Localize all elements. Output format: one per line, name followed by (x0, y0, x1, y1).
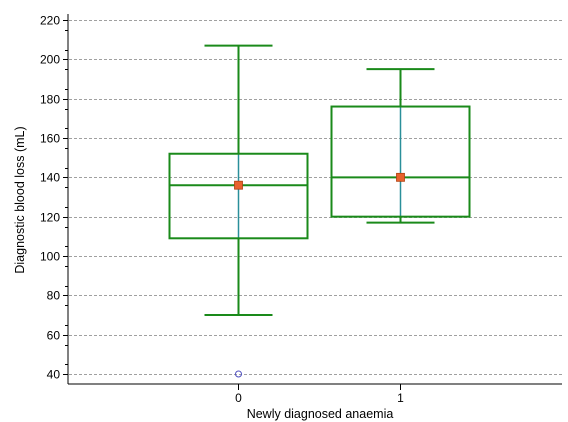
y-axis-title: Diagnostic blood loss (mL) (13, 126, 27, 273)
x-tick-label: 1 (397, 391, 404, 405)
y-axis-ticks: 40 60 80 100 120 140 160 180 200 220 (40, 14, 68, 382)
y-tick-label: 200 (40, 53, 60, 67)
y-tick-label: 160 (40, 132, 60, 146)
y-tick-label: 60 (47, 329, 61, 343)
iqr-box (168, 152, 309, 240)
axes (67, 14, 562, 385)
mean-marker (396, 172, 405, 182)
y-tick-label: 180 (40, 93, 60, 107)
box-group-1 (330, 68, 471, 224)
y-tick-label: 100 (40, 250, 60, 264)
gridlines (69, 20, 562, 375)
outlier-point (235, 370, 242, 378)
box-group-0 (168, 44, 309, 378)
y-tick-label: 80 (47, 289, 61, 303)
box-plot-series (168, 44, 471, 378)
y-tick-label: 220 (40, 14, 60, 28)
x-axis-title: Newly diagnosed anaemia (247, 407, 394, 421)
y-tick-label: 40 (47, 368, 61, 382)
iqr-box (330, 105, 471, 218)
x-tick-label: 0 (235, 391, 242, 405)
y-tick-label: 120 (40, 211, 60, 225)
y-tick-label: 140 (40, 171, 60, 185)
mean-marker (234, 180, 243, 190)
